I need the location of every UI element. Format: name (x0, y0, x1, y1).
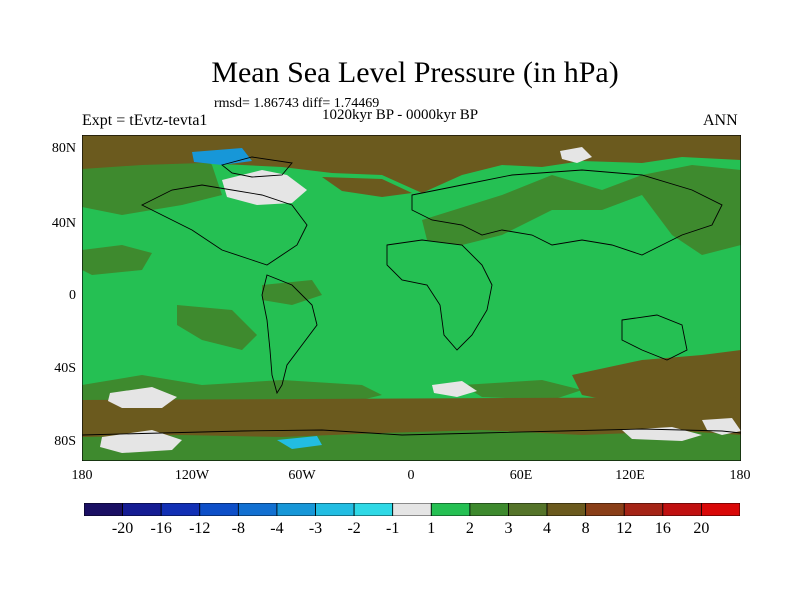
colorbar-label: -8 (231, 520, 245, 537)
experiment-label: Expt = tEvtz-tevta1 (82, 112, 208, 129)
colorbar-label: -3 (308, 520, 323, 537)
colorbar-label: 8 (581, 520, 590, 537)
colorbar-label: 12 (616, 520, 633, 537)
field-near-zero-regions (100, 147, 741, 453)
colorbar-label: 2 (465, 520, 474, 537)
field-neg-south (277, 436, 322, 449)
colorbar-box (430, 503, 471, 516)
colorbar-label: -1 (386, 520, 400, 537)
period-subtitle: 1020kyr BP - 0000kyr BP (322, 107, 479, 123)
colorbar-label: 1 (427, 520, 436, 537)
map-title: Mean Sea Level Pressure (in hPa) (211, 56, 619, 89)
colorbar-label: 20 (693, 520, 710, 537)
lon-label-120w: 120W (174, 468, 210, 483)
lat-label-80s: 80S (54, 434, 76, 449)
lat-label-80n: 80N (51, 141, 76, 156)
lon-label-120e: 120E (615, 468, 645, 483)
colorbar-box (315, 503, 355, 516)
lon-label-0: 0 (407, 468, 415, 483)
colorbar-box (276, 503, 316, 516)
colorbar-label: -2 (347, 520, 361, 537)
colorbar (84, 503, 740, 516)
lat-label-40n: 40N (51, 216, 76, 231)
colorbar-box (508, 503, 548, 516)
colorbar-box (392, 503, 432, 516)
colorbar-box (623, 503, 664, 516)
colorbar-box (160, 503, 201, 516)
colorbar-box (701, 503, 740, 516)
lon-label-180e: 180 (729, 468, 751, 483)
lon-label-60e: 60E (509, 468, 533, 483)
colorbar-label: -16 (150, 520, 172, 537)
coastlines (82, 156, 741, 436)
colorbar-label: -12 (189, 520, 211, 537)
lat-label-40s: 40S (54, 361, 76, 376)
colorbar-box (469, 503, 509, 516)
lon-label-60w: 60W (288, 468, 316, 483)
colorbar-box (585, 503, 625, 516)
pressure-anomaly-map (82, 135, 741, 461)
colorbar-box (237, 503, 278, 516)
colorbar-box (84, 503, 123, 516)
colorbar-label: 16 (654, 520, 671, 537)
colorbar-label: 3 (504, 520, 513, 537)
colorbar-label: -4 (270, 520, 284, 537)
colorbar-box (662, 503, 702, 516)
colorbar-box (122, 503, 162, 516)
colorbar-label: -20 (111, 520, 134, 537)
colorbar-box (546, 503, 587, 516)
colorbar-label: 4 (543, 520, 552, 537)
lon-label-180w: 180 (71, 468, 93, 483)
colorbar-box (353, 503, 394, 516)
season-label: ANN (703, 112, 738, 129)
stats-subtitle: rmsd= 1.86743 diff= 1.74469 (214, 96, 380, 111)
colorbar-box (199, 503, 239, 516)
lat-label-0: 0 (69, 288, 76, 303)
